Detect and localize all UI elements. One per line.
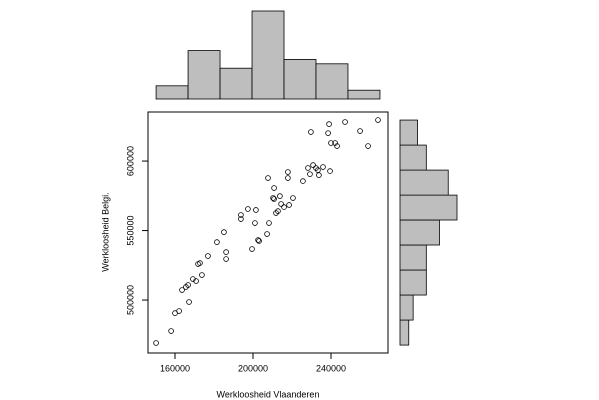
histogram-bar [399, 319, 410, 346]
point [271, 196, 277, 202]
point [307, 171, 313, 177]
histogram-bar [399, 119, 418, 146]
histogram-bar [399, 219, 440, 246]
histogram-bar [399, 194, 458, 221]
point [310, 162, 316, 168]
point [375, 117, 381, 123]
point [342, 119, 348, 125]
point [255, 237, 261, 243]
point [270, 195, 276, 201]
point [275, 208, 281, 214]
x-tick-label: 200000 [238, 363, 268, 373]
point [334, 143, 340, 149]
point [193, 278, 199, 284]
histogram-bar [399, 244, 427, 271]
point [221, 229, 227, 235]
point [316, 172, 322, 178]
point [326, 121, 332, 127]
y-axis-label: Werkloosheid Belgi. [100, 192, 110, 271]
point [205, 253, 211, 259]
point [245, 206, 251, 212]
histogram-bar [399, 269, 427, 296]
x-axis-label: Werkloosheid Vlaanderen [217, 389, 320, 399]
point [168, 328, 174, 334]
point [199, 272, 205, 278]
histogram-bar [283, 59, 317, 100]
point [197, 260, 203, 266]
point [365, 143, 371, 149]
point [273, 210, 279, 216]
point [265, 175, 271, 181]
point [223, 249, 229, 255]
y-tick-label: 550000 [125, 216, 135, 246]
plot-frame [147, 111, 389, 354]
point [325, 130, 331, 136]
point [277, 193, 283, 199]
point [214, 239, 220, 245]
point [249, 246, 255, 252]
y-tick-label: 600000 [125, 146, 135, 176]
histogram-bar [399, 144, 427, 171]
point [252, 220, 258, 226]
point [290, 195, 296, 201]
point [238, 212, 244, 218]
histogram-bar [399, 169, 449, 196]
point [238, 216, 244, 222]
point [278, 201, 284, 207]
point [186, 299, 192, 305]
histogram-bar [187, 50, 221, 100]
x-tick-label: 240000 [316, 363, 346, 373]
point [271, 185, 277, 191]
point [253, 207, 259, 213]
point [185, 282, 191, 288]
point [264, 231, 270, 237]
histogram-bar [315, 63, 349, 100]
x-tick-label: 160000 [160, 363, 190, 373]
point [357, 128, 363, 134]
point [223, 256, 229, 262]
point [179, 287, 185, 293]
histogram-bar [251, 10, 285, 100]
histogram-bar [155, 85, 189, 100]
point [286, 202, 292, 208]
point [300, 178, 306, 184]
point [153, 340, 159, 346]
point [281, 204, 287, 210]
point [320, 164, 326, 170]
histogram-bar [399, 294, 414, 321]
point [328, 140, 334, 146]
point [256, 238, 262, 244]
point [305, 165, 311, 171]
y-tick-label: 500000 [125, 285, 135, 315]
point [308, 129, 314, 135]
histogram-bar [219, 67, 253, 100]
histogram-bar [347, 89, 381, 100]
point [285, 175, 291, 181]
point [285, 169, 291, 175]
point [266, 220, 272, 226]
point [327, 168, 333, 174]
point [176, 308, 182, 314]
